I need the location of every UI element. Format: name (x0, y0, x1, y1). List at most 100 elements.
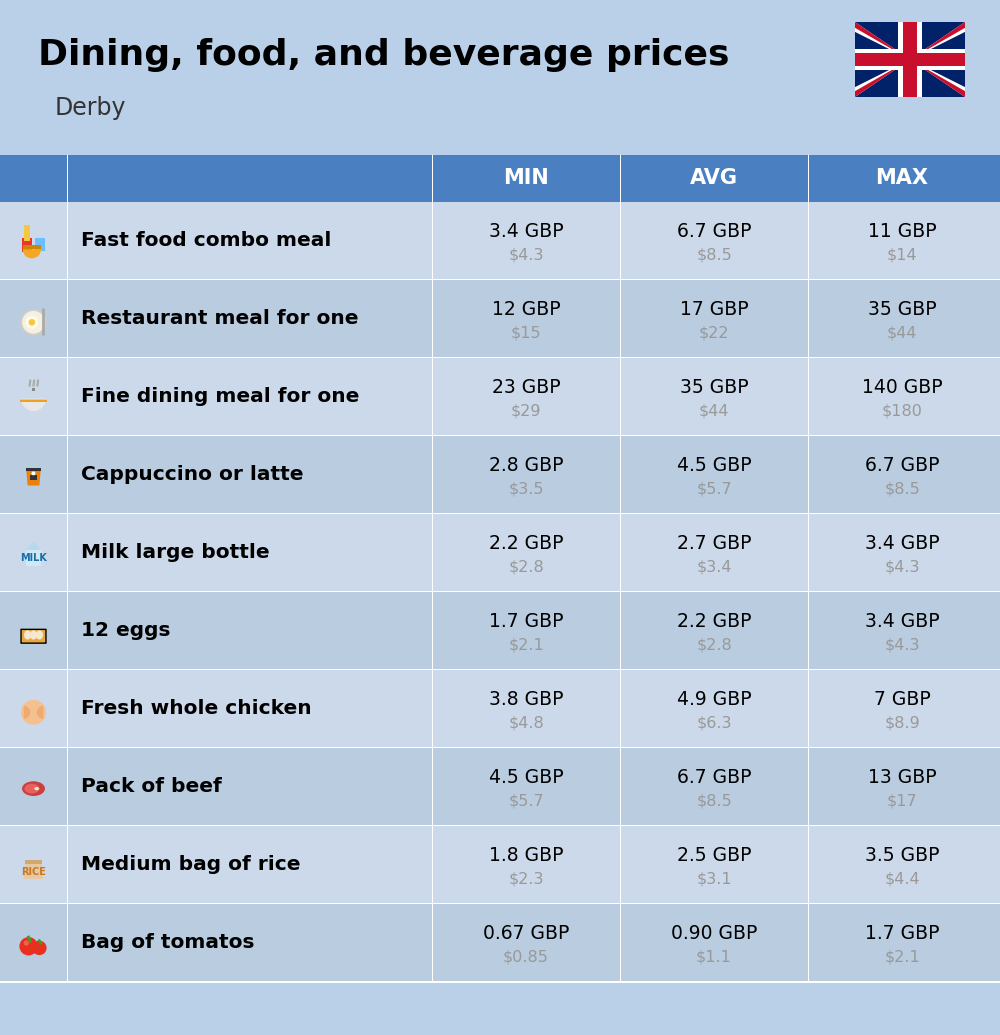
Text: $8.9: $8.9 (884, 715, 920, 731)
Text: $44: $44 (699, 404, 729, 418)
Bar (808, 155, 809, 202)
Bar (808, 748, 809, 826)
Text: 4.5 GBP: 4.5 GBP (489, 768, 563, 788)
Bar (67, 358, 68, 436)
FancyBboxPatch shape (21, 629, 46, 643)
Text: $4.3: $4.3 (884, 638, 920, 652)
Text: Fine dining meal for one: Fine dining meal for one (81, 387, 359, 407)
Bar (67, 826, 68, 904)
Bar (620, 514, 621, 592)
Polygon shape (24, 863, 43, 879)
Text: 2.2 GBP: 2.2 GBP (489, 534, 563, 553)
Text: $2.8: $2.8 (696, 638, 732, 652)
Text: 1.7 GBP: 1.7 GBP (489, 612, 563, 631)
Bar (67, 155, 68, 202)
Bar (67, 904, 68, 982)
Text: 4.9 GBP: 4.9 GBP (677, 690, 751, 709)
Text: $3.5: $3.5 (508, 481, 544, 497)
Text: $2.1: $2.1 (884, 949, 920, 965)
Polygon shape (855, 22, 965, 97)
Text: 35 GBP: 35 GBP (680, 378, 748, 397)
Bar (432, 592, 433, 670)
Text: $3.4: $3.4 (696, 560, 732, 574)
Bar (432, 436, 433, 514)
Bar (620, 155, 621, 202)
Bar (26, 550, 41, 566)
Text: Medium bag of rice: Medium bag of rice (81, 856, 300, 875)
Text: 3.4 GBP: 3.4 GBP (865, 612, 939, 631)
Bar (0, 280, 1000, 358)
Bar (26, 468, 41, 471)
Bar (855, 22, 965, 97)
Text: $2.8: $2.8 (508, 560, 544, 574)
Circle shape (32, 941, 47, 955)
Bar (24, 225, 26, 241)
Bar (620, 202, 621, 280)
Text: 3.8 GBP: 3.8 GBP (489, 690, 563, 709)
Text: $6.3: $6.3 (696, 715, 732, 731)
Bar (0, 155, 1000, 202)
Text: 0.67 GBP: 0.67 GBP (483, 924, 569, 943)
Bar (26, 225, 28, 241)
Polygon shape (26, 470, 41, 485)
Circle shape (32, 471, 35, 475)
Bar (32, 388, 35, 391)
Wedge shape (24, 706, 30, 719)
Wedge shape (21, 398, 46, 411)
Bar (22, 238, 32, 253)
Bar (0, 748, 1000, 826)
Text: 23 GBP: 23 GBP (492, 378, 560, 397)
Bar (0, 436, 1000, 514)
Bar (432, 202, 433, 280)
Polygon shape (855, 22, 965, 97)
Circle shape (21, 309, 46, 334)
Text: $5.7: $5.7 (696, 481, 732, 497)
Text: 6.7 GBP: 6.7 GBP (677, 223, 751, 241)
Text: $5.7: $5.7 (508, 794, 544, 808)
Bar (0, 147, 1000, 155)
Ellipse shape (22, 781, 45, 796)
Text: 6.7 GBP: 6.7 GBP (865, 456, 939, 475)
Text: 17 GBP: 17 GBP (680, 300, 748, 319)
Bar (620, 436, 621, 514)
Ellipse shape (24, 783, 39, 794)
Wedge shape (23, 249, 41, 259)
Text: 4.5 GBP: 4.5 GBP (677, 456, 751, 475)
Text: Milk large bottle: Milk large bottle (81, 543, 270, 562)
Text: Restaurant meal for one: Restaurant meal for one (81, 309, 358, 328)
Ellipse shape (36, 630, 43, 640)
Text: $4.4: $4.4 (884, 871, 920, 887)
Polygon shape (26, 540, 41, 550)
Text: $29: $29 (511, 404, 541, 418)
Text: Dining, food, and beverage prices: Dining, food, and beverage prices (38, 38, 730, 72)
Text: $2.3: $2.3 (508, 871, 544, 887)
Text: $8.5: $8.5 (696, 794, 732, 808)
Ellipse shape (34, 787, 39, 791)
Bar (21, 398, 46, 401)
Bar (898, 22, 922, 97)
Text: $8.5: $8.5 (696, 247, 732, 263)
Text: RICE: RICE (21, 867, 46, 878)
Bar (432, 748, 433, 826)
Text: 1.7 GBP: 1.7 GBP (865, 924, 939, 943)
Bar (23, 245, 41, 249)
Bar (620, 670, 621, 748)
Text: 1.8 GBP: 1.8 GBP (489, 847, 563, 865)
Bar (432, 358, 433, 436)
Bar (0, 514, 1000, 592)
Bar (808, 904, 809, 982)
Bar (67, 436, 68, 514)
Circle shape (29, 319, 35, 326)
Bar (67, 592, 68, 670)
Bar (0, 904, 1000, 982)
Text: Derby: Derby (55, 96, 126, 120)
Bar (67, 202, 68, 280)
Text: $1.1: $1.1 (696, 949, 732, 965)
Text: $17: $17 (887, 794, 917, 808)
Bar (620, 592, 621, 670)
Text: MIN: MIN (503, 169, 549, 188)
Bar (855, 49, 965, 70)
Polygon shape (855, 22, 965, 97)
Bar (808, 592, 809, 670)
Text: $44: $44 (887, 326, 917, 341)
